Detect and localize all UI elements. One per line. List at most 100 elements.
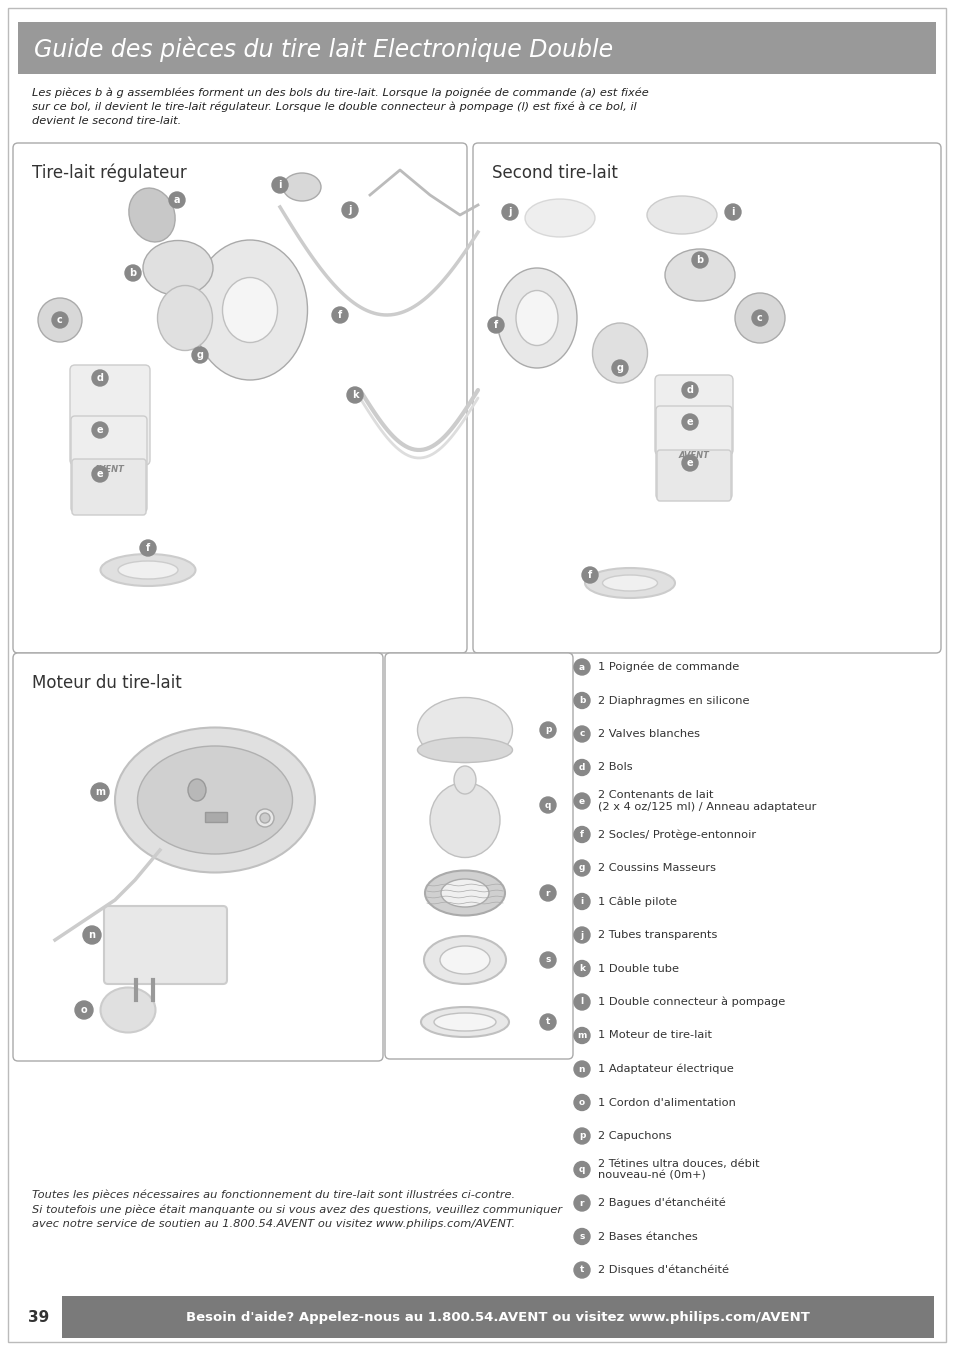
Ellipse shape <box>129 188 175 242</box>
Text: j: j <box>508 207 511 217</box>
Text: c: c <box>57 315 63 325</box>
Circle shape <box>574 1195 589 1211</box>
Ellipse shape <box>592 323 647 383</box>
Ellipse shape <box>516 290 558 346</box>
Ellipse shape <box>602 575 657 591</box>
Text: a: a <box>578 663 584 671</box>
Text: o: o <box>81 1004 88 1015</box>
Text: i: i <box>731 207 734 217</box>
Ellipse shape <box>584 568 675 598</box>
Circle shape <box>691 252 707 269</box>
Circle shape <box>539 1014 556 1030</box>
Bar <box>18 1296 60 1338</box>
Circle shape <box>574 659 589 675</box>
FancyBboxPatch shape <box>13 143 467 653</box>
Text: 2 Tubes transparents: 2 Tubes transparents <box>598 930 717 940</box>
Ellipse shape <box>440 879 489 907</box>
Bar <box>18 22 935 74</box>
Text: f: f <box>146 543 150 554</box>
Text: e: e <box>578 796 584 806</box>
Circle shape <box>581 567 598 583</box>
Ellipse shape <box>454 765 476 794</box>
FancyBboxPatch shape <box>71 416 147 512</box>
Text: f: f <box>579 830 583 838</box>
Text: t: t <box>545 1018 550 1026</box>
Text: p: p <box>578 1131 584 1141</box>
Circle shape <box>272 177 288 193</box>
Text: f: f <box>337 310 342 320</box>
Text: s: s <box>578 1233 584 1241</box>
Text: m: m <box>577 1031 586 1040</box>
Ellipse shape <box>497 269 577 369</box>
Text: l: l <box>579 998 583 1007</box>
Text: 2 Bagues d'étanchéité: 2 Bagues d'étanchéité <box>598 1197 725 1208</box>
Ellipse shape <box>423 936 505 984</box>
Text: d: d <box>578 763 584 772</box>
Text: 2 Capuchons: 2 Capuchons <box>598 1131 671 1141</box>
Text: Tire-lait régulateur: Tire-lait régulateur <box>32 163 187 182</box>
Text: 1 Câble pilote: 1 Câble pilote <box>598 896 677 907</box>
FancyBboxPatch shape <box>385 653 573 1058</box>
Text: c: c <box>578 729 584 738</box>
Circle shape <box>347 387 363 404</box>
Circle shape <box>140 540 156 556</box>
Ellipse shape <box>188 779 206 801</box>
Circle shape <box>91 466 108 482</box>
Text: Besoin d'aide? Appelez-nous au 1.800.54.AVENT ou visitez www.philips.com/AVENT: Besoin d'aide? Appelez-nous au 1.800.54.… <box>186 1311 809 1323</box>
Text: r: r <box>579 1199 583 1207</box>
Text: o: o <box>578 1098 584 1107</box>
FancyBboxPatch shape <box>70 364 150 464</box>
Circle shape <box>574 1129 589 1143</box>
Circle shape <box>574 1095 589 1111</box>
Ellipse shape <box>193 240 307 379</box>
Circle shape <box>574 1161 589 1177</box>
Circle shape <box>574 760 589 775</box>
Text: 2 Valves blanches: 2 Valves blanches <box>598 729 700 738</box>
Text: b: b <box>130 269 136 278</box>
Text: i: i <box>579 896 583 906</box>
Ellipse shape <box>424 871 504 915</box>
Text: d: d <box>96 373 103 383</box>
Circle shape <box>169 192 185 208</box>
Text: 1 Moteur de tire-lait: 1 Moteur de tire-lait <box>598 1030 711 1041</box>
Ellipse shape <box>439 946 490 973</box>
Text: 2 Socles/ Protège-entonnoir: 2 Socles/ Protège-entonnoir <box>598 829 756 840</box>
Circle shape <box>681 455 698 471</box>
Ellipse shape <box>420 1007 509 1037</box>
Circle shape <box>83 926 101 944</box>
Circle shape <box>574 693 589 709</box>
Text: j: j <box>579 930 583 940</box>
Ellipse shape <box>524 198 595 238</box>
Circle shape <box>734 293 784 343</box>
Text: g: g <box>578 864 584 872</box>
Circle shape <box>38 298 82 342</box>
Circle shape <box>488 317 503 333</box>
Circle shape <box>539 722 556 738</box>
Circle shape <box>91 423 108 437</box>
Text: 2 Tétines ultra douces, débit
nouveau-né (0m+): 2 Tétines ultra douces, débit nouveau-né… <box>598 1158 759 1180</box>
Text: Guide des pièces du tire lait Electronique Double: Guide des pièces du tire lait Electroniq… <box>34 36 613 62</box>
Ellipse shape <box>157 285 213 351</box>
Circle shape <box>612 360 627 377</box>
Text: g: g <box>616 363 623 373</box>
Text: k: k <box>352 390 358 400</box>
Circle shape <box>574 826 589 842</box>
Text: 2 Disques d'étanchéité: 2 Disques d'étanchéité <box>598 1265 728 1276</box>
Circle shape <box>332 306 348 323</box>
Text: Les pièces b à g assemblées forment un des bols du tire-lait. Lorsque la poignée: Les pièces b à g assemblées forment un d… <box>32 88 648 126</box>
Ellipse shape <box>646 196 717 234</box>
Text: n: n <box>89 930 95 940</box>
Ellipse shape <box>100 554 195 586</box>
Circle shape <box>724 204 740 220</box>
Circle shape <box>260 813 270 823</box>
FancyBboxPatch shape <box>104 906 227 984</box>
Text: p: p <box>544 725 551 734</box>
Circle shape <box>574 994 589 1010</box>
Ellipse shape <box>664 248 734 301</box>
Ellipse shape <box>100 987 155 1033</box>
Text: Moteur du tire-lait: Moteur du tire-lait <box>32 674 182 693</box>
Text: 1 Double connecteur à pompage: 1 Double connecteur à pompage <box>598 996 784 1007</box>
Text: n: n <box>578 1065 584 1073</box>
Text: AVENT: AVENT <box>93 466 124 474</box>
Circle shape <box>192 347 208 363</box>
